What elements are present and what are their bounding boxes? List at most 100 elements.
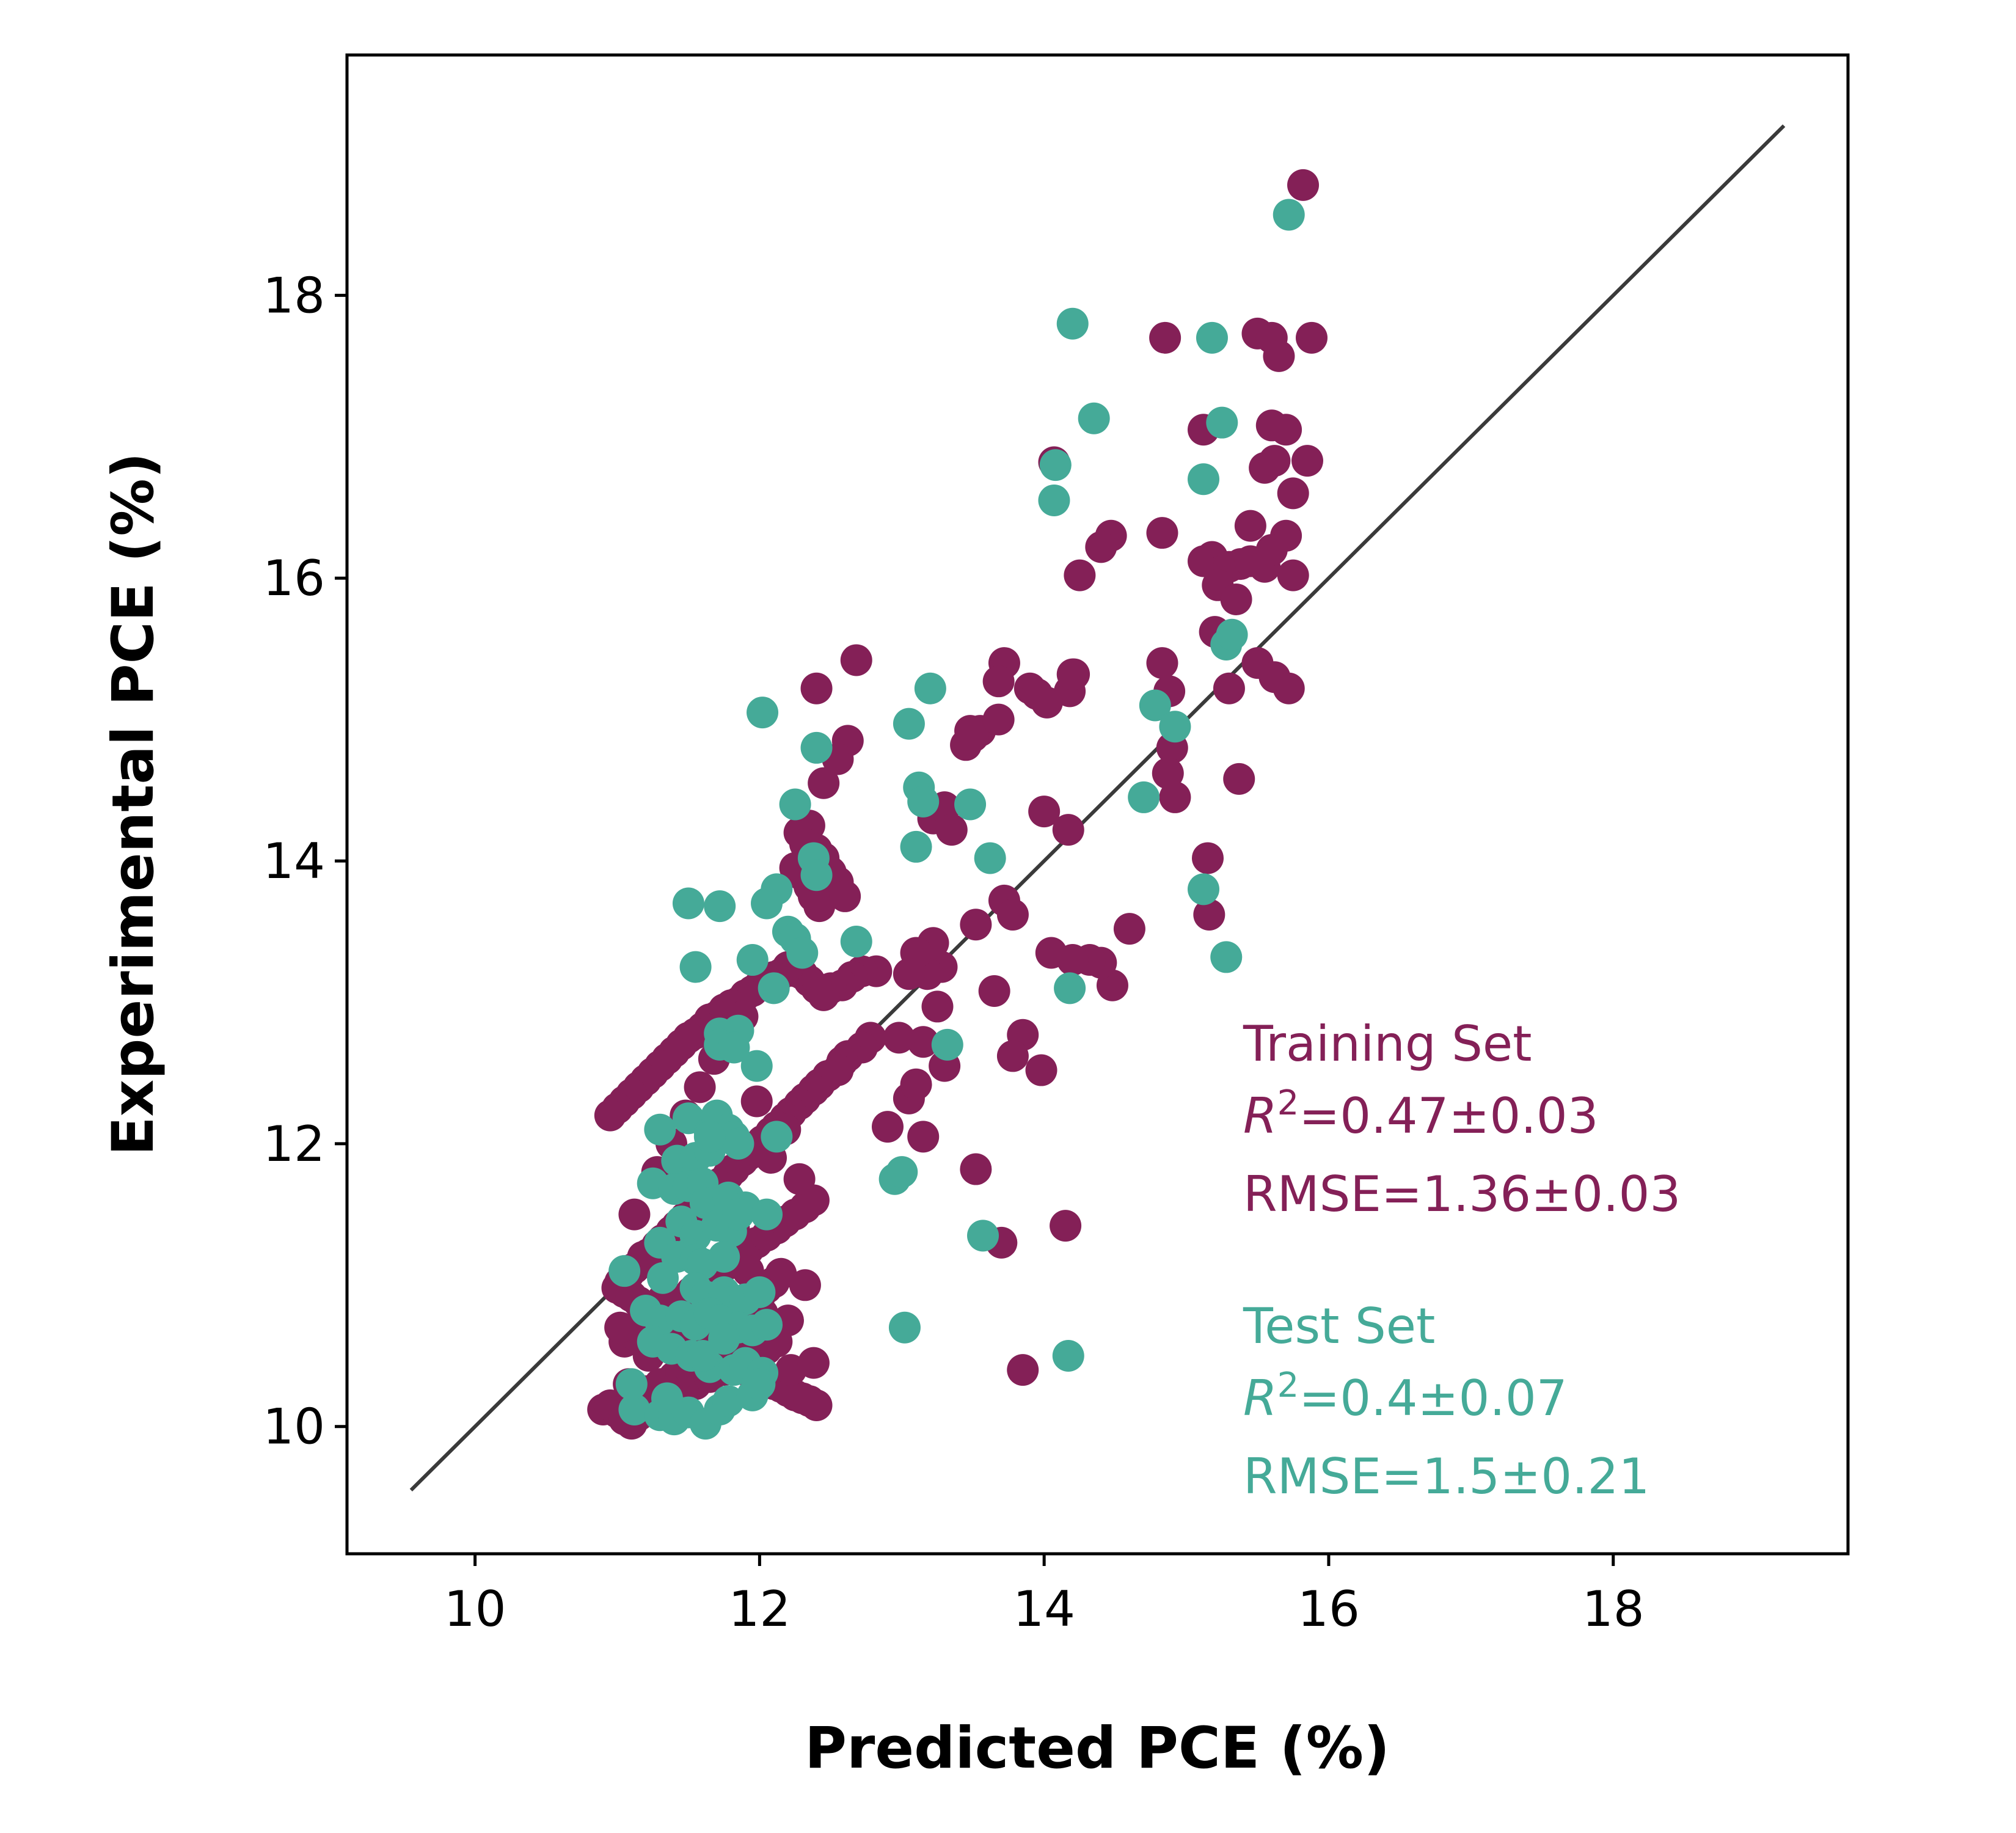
training-set-annotation: Training Set R2=0.47±0.03 RMSE=1.36±0.03 <box>1243 1015 1681 1223</box>
training-set-point <box>1273 672 1305 704</box>
training-set-rmse: RMSE=1.36±0.03 <box>1243 1166 1681 1223</box>
test-set-title: Test Set <box>1243 1298 1435 1355</box>
test-set-point <box>779 788 811 821</box>
training-set-point <box>1052 814 1084 846</box>
test-set-point <box>758 972 790 1004</box>
test-set-point <box>679 951 712 983</box>
training-set-point <box>1291 445 1324 477</box>
training-r2-symbol: R <box>1243 1088 1277 1144</box>
training-set-point <box>840 644 872 676</box>
training-set-point <box>1255 533 1288 566</box>
test-set-point <box>644 1113 676 1146</box>
training-set-title: Training Set <box>1243 1015 1532 1072</box>
training-set-point <box>1149 321 1181 354</box>
test-r2-superscript: 2 <box>1277 1366 1299 1405</box>
test-set-point <box>615 1368 648 1400</box>
test-set-point <box>722 1127 754 1160</box>
training-r2-value: =0.47±0.03 <box>1299 1088 1598 1144</box>
x-tick-label: 18 <box>1582 1581 1645 1637</box>
training-set-point <box>594 1099 626 1132</box>
training-set-point <box>618 1198 651 1231</box>
test-set-point <box>786 937 819 969</box>
training-set-point <box>1028 796 1061 828</box>
training-set-point <box>1277 477 1309 510</box>
training-set-point <box>996 899 1029 931</box>
training-set-point <box>982 665 1015 698</box>
training-set-point <box>960 1153 992 1185</box>
training-set-point <box>960 909 992 941</box>
training-set-point <box>783 1163 816 1195</box>
training-set-point <box>1056 658 1089 690</box>
test-set-point <box>800 859 833 891</box>
training-set-point <box>829 880 861 912</box>
test-set-point <box>954 788 987 821</box>
test-set-point <box>1210 941 1243 973</box>
y-tick-label: 16 <box>263 550 325 607</box>
training-set-point <box>604 1311 637 1344</box>
training-set-point <box>789 1269 821 1301</box>
training-set-point <box>684 1071 716 1103</box>
training-set-point <box>1064 559 1096 591</box>
training-set-r2: R2=0.47±0.03 <box>1243 1083 1599 1144</box>
training-set-point <box>1263 340 1295 372</box>
training-set-point <box>1296 321 1328 354</box>
test-set-point <box>708 1241 740 1273</box>
data-points <box>587 169 1328 1440</box>
test-set-point <box>1078 402 1110 434</box>
training-r2-superscript: 2 <box>1277 1083 1299 1123</box>
test-set-r2: R2=0.4±0.07 <box>1243 1366 1568 1427</box>
test-set-point <box>747 697 779 729</box>
training-set-point <box>1146 647 1178 679</box>
test-set-point <box>1273 199 1305 231</box>
test-set-point <box>761 1121 793 1153</box>
training-set-point <box>1007 1354 1039 1386</box>
test-set-point <box>1196 321 1228 354</box>
test-set-point <box>751 1198 783 1231</box>
test-set-point <box>886 1156 918 1188</box>
training-set-point <box>1258 445 1291 477</box>
test-set-point <box>1128 781 1160 813</box>
training-set-point <box>935 814 968 846</box>
test-set-point <box>704 890 736 923</box>
test-set-point <box>751 887 783 920</box>
training-set-point <box>1035 937 1067 969</box>
training-set-point <box>1159 781 1191 813</box>
test-set-point <box>840 925 872 957</box>
training-set-point <box>1223 763 1255 795</box>
test-set-point <box>718 1031 750 1064</box>
training-set-point <box>982 703 1015 736</box>
test-set-point <box>743 1368 776 1400</box>
test-set-point <box>1039 449 1072 481</box>
test-set-annotation: Test Set R2=0.4±0.07 RMSE=1.5±0.21 <box>1243 1298 1649 1505</box>
x-axis-ticks: 10 12 14 16 18 <box>444 1554 1645 1637</box>
training-set-point <box>1277 559 1309 591</box>
test-set-point <box>974 842 1006 874</box>
test-set-point <box>800 731 833 764</box>
test-set-point <box>888 1311 921 1344</box>
test-set-rmse: RMSE=1.5±0.21 <box>1243 1448 1649 1505</box>
test-set-point <box>736 944 769 976</box>
training-set-point <box>1191 842 1224 874</box>
training-set-point <box>1220 583 1252 615</box>
y-tick-label: 12 <box>263 1116 325 1173</box>
training-set-point <box>765 1257 797 1290</box>
test-set-point <box>1159 711 1191 743</box>
test-set-point <box>708 1323 740 1355</box>
training-set-point <box>921 990 954 1023</box>
training-set-point <box>1234 510 1266 542</box>
training-set-point <box>740 1085 773 1118</box>
test-set-point <box>1038 484 1070 516</box>
training-set-point <box>808 767 840 799</box>
training-set-point <box>1113 913 1145 945</box>
training-set-point <box>800 672 833 704</box>
test-set-point <box>1056 307 1089 340</box>
training-set-point <box>1050 1210 1082 1242</box>
test-set-point <box>1139 689 1171 722</box>
x-tick-label: 10 <box>444 1581 506 1637</box>
training-set-point <box>907 1121 940 1153</box>
training-set-point <box>950 729 982 761</box>
test-r2-symbol: R <box>1243 1370 1277 1427</box>
test-set-point <box>967 1220 999 1252</box>
test-set-point <box>651 1382 684 1414</box>
